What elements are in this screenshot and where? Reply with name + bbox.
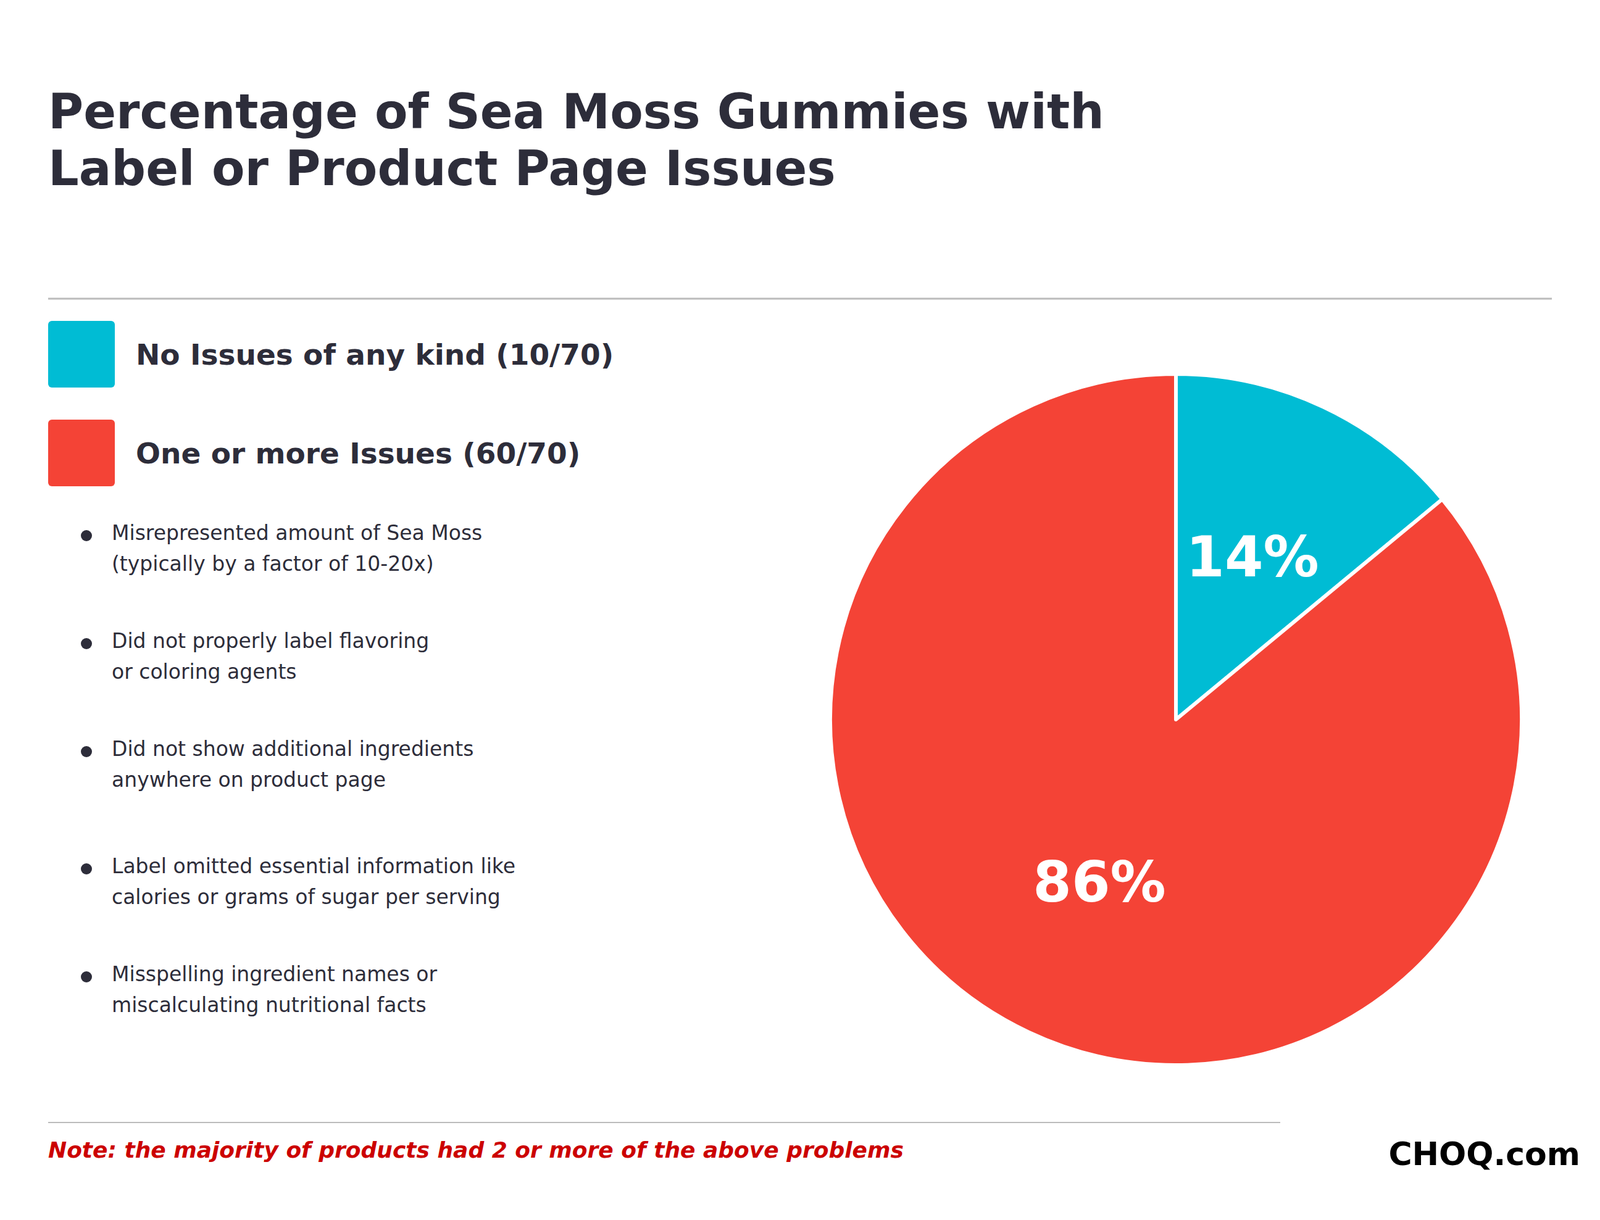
legend-swatch xyxy=(48,320,115,388)
data-label: 86% xyxy=(1032,850,1166,915)
annotation: Did not show additional ingredients anywh… xyxy=(111,737,474,792)
text-line: Misspelling ingredient names or xyxy=(111,962,438,987)
annotation: Misspelling ingredient names or miscalcul… xyxy=(111,962,438,1018)
text-line: or coloring agents xyxy=(111,659,297,684)
background xyxy=(0,0,1600,1220)
pie-slice xyxy=(830,374,1522,1066)
data-labels: 14% 86% xyxy=(1032,524,1319,915)
bullet-dot xyxy=(80,971,92,983)
text-line: Did not show additional ingredients xyxy=(111,737,474,762)
text-line: (typically by a factor of 10-20x) xyxy=(111,551,434,576)
logo: CHOQ.com xyxy=(1388,1135,1581,1173)
separator xyxy=(48,298,1552,300)
text-line: Misrepresented amount of Sea Moss xyxy=(111,520,483,546)
annotations: Misrepresented amount of Sea Moss (typica… xyxy=(80,520,516,1018)
chart-container: Percentage of Sea Moss Gummies withLabel… xyxy=(0,0,1600,1220)
text-line: miscalculating nutritional facts xyxy=(111,993,427,1018)
text-line: anywhere on product page xyxy=(111,767,386,792)
annotation: Did not properly label flavoring or color… xyxy=(111,629,430,684)
chart-svg: Percentage of Sea Moss Gummies withLabel… xyxy=(0,0,1600,1220)
title: Percentage of Sea Moss Gummies withLabel… xyxy=(48,83,1105,197)
annotation: Label omitted essential information like… xyxy=(111,854,516,910)
data-label: 14% xyxy=(1185,524,1319,590)
legend-swatch xyxy=(48,419,115,487)
bullet-dot xyxy=(80,638,92,650)
text-line: Percentage of Sea Moss Gummies with xyxy=(48,83,1105,140)
text-line: calories or grams of sugar per serving xyxy=(111,885,501,910)
text-line: Label or Product Page Issues xyxy=(48,140,836,197)
annotation: Misrepresented amount of Sea Moss (typica… xyxy=(111,520,483,576)
legend-label: No Issues of any kind (10/70) xyxy=(135,337,614,372)
bullet-dot xyxy=(80,746,92,758)
pie xyxy=(830,374,1522,1066)
text-line: Label omitted essential information like xyxy=(111,854,516,879)
legend-label: One or more Issues (60/70) xyxy=(135,436,581,471)
legend: No Issues of any kind (10/70) One or more… xyxy=(48,320,614,487)
text-line: Did not properly label flavoring xyxy=(111,629,430,654)
bullet-dot xyxy=(80,530,92,542)
bullet-dot xyxy=(80,863,92,875)
note: Note: the majority of products had 2 or … xyxy=(48,1137,904,1163)
separator xyxy=(48,1122,1281,1124)
